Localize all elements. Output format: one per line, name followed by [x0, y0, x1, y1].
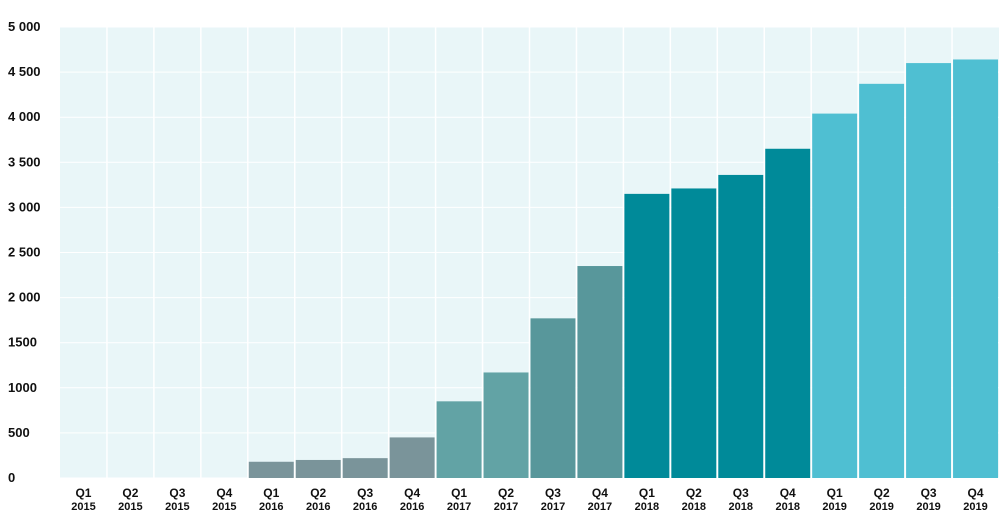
x-tick-quarter: Q1 [639, 486, 655, 500]
x-tick-quarter: Q1 [263, 486, 279, 500]
bar [624, 193, 670, 478]
x-tick-year: 2017 [447, 501, 471, 513]
x-tick-quarter: Q3 [357, 486, 373, 500]
bar [577, 266, 623, 478]
bar [718, 174, 764, 479]
y-tick-label: 1000 [8, 380, 37, 395]
y-tick-label: 0 [8, 470, 15, 485]
bar [765, 148, 811, 478]
bar [906, 63, 952, 479]
gridlines [60, 26, 999, 479]
x-tick-year: 2019 [869, 501, 893, 513]
x-tick-year: 2017 [541, 501, 565, 513]
bar [530, 318, 576, 478]
x-tick-year: 2016 [259, 501, 283, 513]
y-tick-label: 4 500 [8, 64, 41, 79]
x-tick-year: 2015 [212, 501, 236, 513]
y-tick-label: 5 000 [8, 19, 41, 34]
x-tick-quarter: Q3 [733, 486, 749, 500]
x-tick-quarter: Q3 [921, 486, 937, 500]
bar [671, 188, 717, 478]
x-tick-year: 2016 [353, 501, 377, 513]
x-tick-year: 2015 [165, 501, 189, 513]
bar [248, 461, 294, 478]
x-tick-quarter: Q2 [310, 486, 326, 500]
x-tick-quarter: Q1 [827, 486, 843, 500]
x-tick-quarter: Q1 [451, 486, 467, 500]
x-tick-year: 2019 [822, 501, 846, 513]
bar [812, 113, 858, 478]
x-tick-year: 2017 [588, 501, 612, 513]
y-tick-label: 3 000 [8, 199, 41, 214]
y-tick-label: 1500 [8, 335, 37, 350]
x-tick-quarter: Q4 [968, 486, 984, 500]
y-tick-label: 2 500 [8, 245, 41, 260]
x-tick-quarter: Q3 [169, 486, 185, 500]
x-axis-tick-labels: Q12015Q22015Q32015Q42015Q12016Q22016Q320… [71, 486, 988, 513]
x-tick-quarter: Q4 [404, 486, 420, 500]
x-tick-year: 2015 [71, 501, 95, 513]
x-tick-year: 2018 [682, 501, 706, 513]
y-tick-label: 4 000 [8, 109, 41, 124]
bar [295, 459, 341, 478]
x-tick-year: 2018 [729, 501, 753, 513]
y-tick-label: 2 000 [8, 290, 41, 305]
x-tick-quarter: Q2 [498, 486, 514, 500]
bar [342, 458, 388, 478]
bars [248, 59, 998, 479]
x-tick-quarter: Q4 [592, 486, 608, 500]
x-tick-year: 2016 [400, 501, 424, 513]
x-tick-quarter: Q4 [780, 486, 796, 500]
bar [436, 401, 482, 478]
y-tick-label: 500 [8, 425, 30, 440]
x-tick-quarter: Q2 [686, 486, 702, 500]
x-tick-year: 2019 [916, 501, 940, 513]
x-tick-year: 2018 [775, 501, 799, 513]
x-tick-quarter: Q3 [545, 486, 561, 500]
x-tick-quarter: Q4 [216, 486, 232, 500]
x-tick-year: 2019 [963, 501, 987, 513]
x-tick-quarter: Q2 [122, 486, 138, 500]
x-tick-year: 2015 [118, 501, 142, 513]
y-tick-label: 3 500 [8, 154, 41, 169]
x-tick-year: 2017 [494, 501, 518, 513]
y-axis-tick-labels: 0 500 1000 1500 2 000 2 500 3 000 3 500 4 000 4 5… [8, 19, 41, 485]
x-tick-quarter: Q1 [75, 486, 91, 500]
bar [483, 372, 529, 478]
x-tick-year: 2018 [635, 501, 659, 513]
bar [953, 59, 998, 479]
bar [859, 83, 905, 479]
bar [389, 437, 435, 478]
x-tick-quarter: Q2 [874, 486, 890, 500]
x-tick-year: 2016 [306, 501, 330, 513]
